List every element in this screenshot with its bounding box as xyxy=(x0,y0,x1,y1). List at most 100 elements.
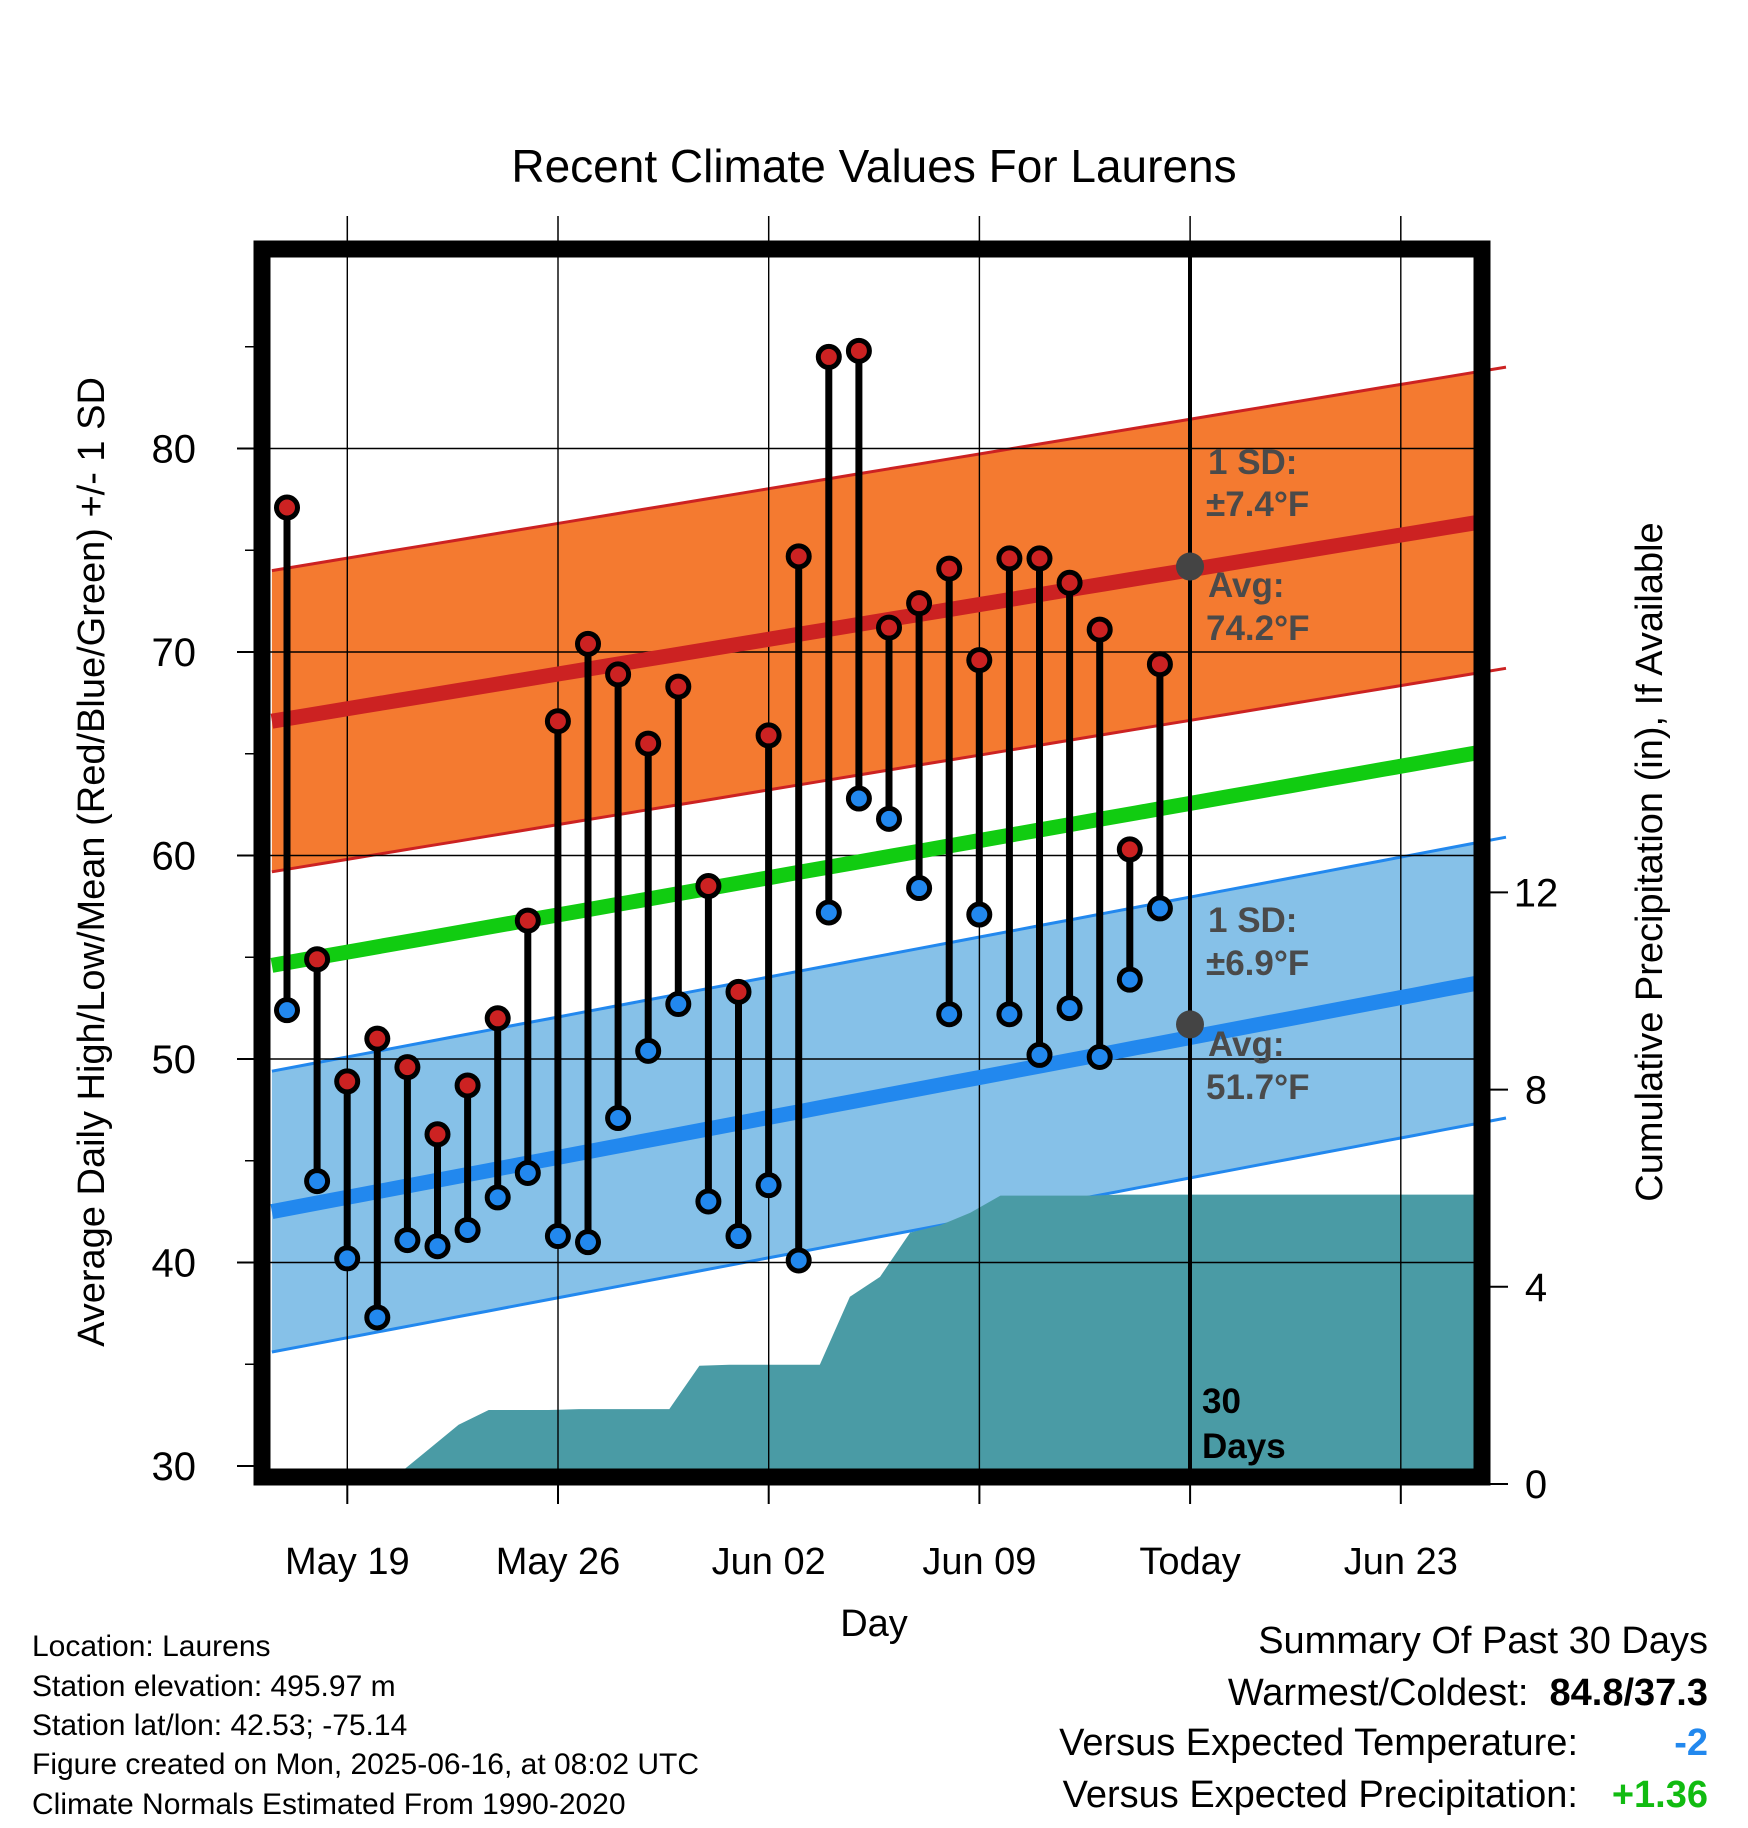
y2-tick-label: 0 xyxy=(1525,1463,1547,1507)
low-avg-value: 51.7°F xyxy=(1206,1068,1310,1107)
info-elevation: Station elevation: 495.97 m xyxy=(32,1670,396,1703)
mean-average-line xyxy=(270,744,1482,973)
high-marker xyxy=(876,614,902,641)
low-marker xyxy=(695,1188,722,1215)
x-tick-label: May 19 xyxy=(285,1541,410,1583)
precip-label: Versus Expected Precipitation: xyxy=(1062,1774,1578,1816)
low-marker xyxy=(665,991,692,1018)
y-tick-label: 40 xyxy=(152,1242,197,1286)
high-marker xyxy=(364,1025,391,1052)
low-marker xyxy=(1026,1041,1053,1068)
low-marker xyxy=(394,1227,421,1254)
info-created: Figure created on Mon, 2025-06-16, at 08… xyxy=(32,1748,700,1781)
high-marker xyxy=(845,337,872,364)
high-marker xyxy=(996,545,1023,572)
high-marker xyxy=(605,661,632,688)
plot-frame xyxy=(253,240,1491,1486)
y-axis-label: Average Daily High/Low/Mean (Red/Blue/Gr… xyxy=(71,377,113,1347)
low-marker xyxy=(334,1245,361,1272)
precipitation-area xyxy=(386,1194,1482,1477)
y2-axis-label: Cumulative Precipitation (in), If Availa… xyxy=(1629,522,1671,1201)
temp-label: Versus Expected Temperature: xyxy=(1059,1722,1578,1764)
y2-tick-label: 8 xyxy=(1525,1069,1547,1113)
low-marker xyxy=(484,1184,511,1211)
x-tick-label: May 26 xyxy=(496,1541,621,1583)
low-marker xyxy=(725,1223,752,1250)
high-marker xyxy=(906,590,933,617)
low-marker xyxy=(544,1223,571,1250)
high-avg-label: Avg: xyxy=(1208,566,1284,605)
high-marker xyxy=(514,907,541,934)
low-marker xyxy=(1116,966,1143,993)
high-marker xyxy=(1146,651,1173,678)
high-marker xyxy=(725,978,752,1005)
low-average-line xyxy=(270,974,1482,1219)
low-marker xyxy=(845,785,872,812)
low-marker xyxy=(454,1216,481,1243)
low-marker xyxy=(274,997,300,1024)
warm-cold-label: Warmest/Coldest: xyxy=(1227,1672,1529,1714)
high-marker xyxy=(1116,836,1143,863)
y-tick-label: 50 xyxy=(152,1038,197,1082)
high-sd-upper-edge xyxy=(271,365,1507,573)
high-marker xyxy=(695,873,722,900)
today-high-avg-marker xyxy=(1176,552,1204,581)
low-marker xyxy=(1146,895,1173,922)
high-marker xyxy=(785,543,812,570)
low-sd-upper-edge xyxy=(271,835,1507,1073)
high-marker xyxy=(665,673,692,700)
x-tick-label: Jun 09 xyxy=(922,1541,1036,1583)
high-sd-label: 1 SD: xyxy=(1208,443,1297,482)
days-word-label: Days xyxy=(1202,1427,1286,1466)
high-marker xyxy=(635,730,662,757)
low-sd-value: ±6.9°F xyxy=(1206,944,1309,983)
high-marker xyxy=(304,946,331,973)
precip-value: +1.36 xyxy=(1611,1774,1708,1816)
warm-cold-value: 84.8/37.3 xyxy=(1549,1672,1708,1714)
low-marker xyxy=(785,1247,812,1274)
low-sd-lower-edge xyxy=(271,1116,1507,1354)
low-marker xyxy=(996,1001,1023,1028)
summary-precip: Versus Expected Precipitation: +1.36 xyxy=(1063,1774,1708,1817)
low-marker xyxy=(906,875,933,902)
high-marker xyxy=(334,1068,361,1095)
y2-tick-label: 4 xyxy=(1525,1266,1547,1310)
x-tick-label: Jun 23 xyxy=(1344,1541,1458,1583)
days-count-label: 30 xyxy=(1202,1382,1241,1421)
low-marker xyxy=(815,899,842,926)
low-marker xyxy=(424,1233,451,1260)
low-marker xyxy=(936,1001,963,1028)
low-marker xyxy=(876,805,902,832)
high-marker xyxy=(755,722,782,749)
high-marker xyxy=(1086,616,1113,643)
high-marker xyxy=(274,494,300,521)
today-low-avg-marker xyxy=(1176,1010,1204,1039)
low-marker xyxy=(575,1229,601,1256)
high-marker xyxy=(484,1005,511,1032)
high-marker xyxy=(394,1054,421,1081)
temp-value: -2 xyxy=(1674,1722,1708,1764)
low-marker xyxy=(755,1172,782,1199)
high-marker xyxy=(936,555,963,582)
y-tick-label: 30 xyxy=(152,1445,197,1489)
x-tick-label: Jun 02 xyxy=(712,1541,826,1583)
y2-tick-label: 12 xyxy=(1514,871,1559,915)
summary-warm-cold: Warmest/Coldest: 84.8/37.3 xyxy=(1228,1672,1708,1715)
chart-title: Recent Climate Values For Laurens xyxy=(511,140,1236,192)
low-marker xyxy=(364,1304,391,1331)
low-marker xyxy=(605,1105,632,1132)
high-marker xyxy=(424,1121,451,1148)
high-marker xyxy=(544,708,571,735)
high-marker xyxy=(815,343,842,370)
high-marker xyxy=(966,647,993,674)
high-marker xyxy=(1026,545,1053,572)
summary-title: Summary Of Past 30 Days xyxy=(1258,1620,1708,1663)
summary-title-text: Summary Of Past 30 Days xyxy=(1258,1620,1708,1662)
high-marker xyxy=(1056,569,1083,596)
y-tick-label: 60 xyxy=(152,835,197,879)
low-marker xyxy=(514,1159,541,1186)
x-axis-label: Day xyxy=(840,1603,908,1645)
high-marker xyxy=(454,1072,481,1099)
